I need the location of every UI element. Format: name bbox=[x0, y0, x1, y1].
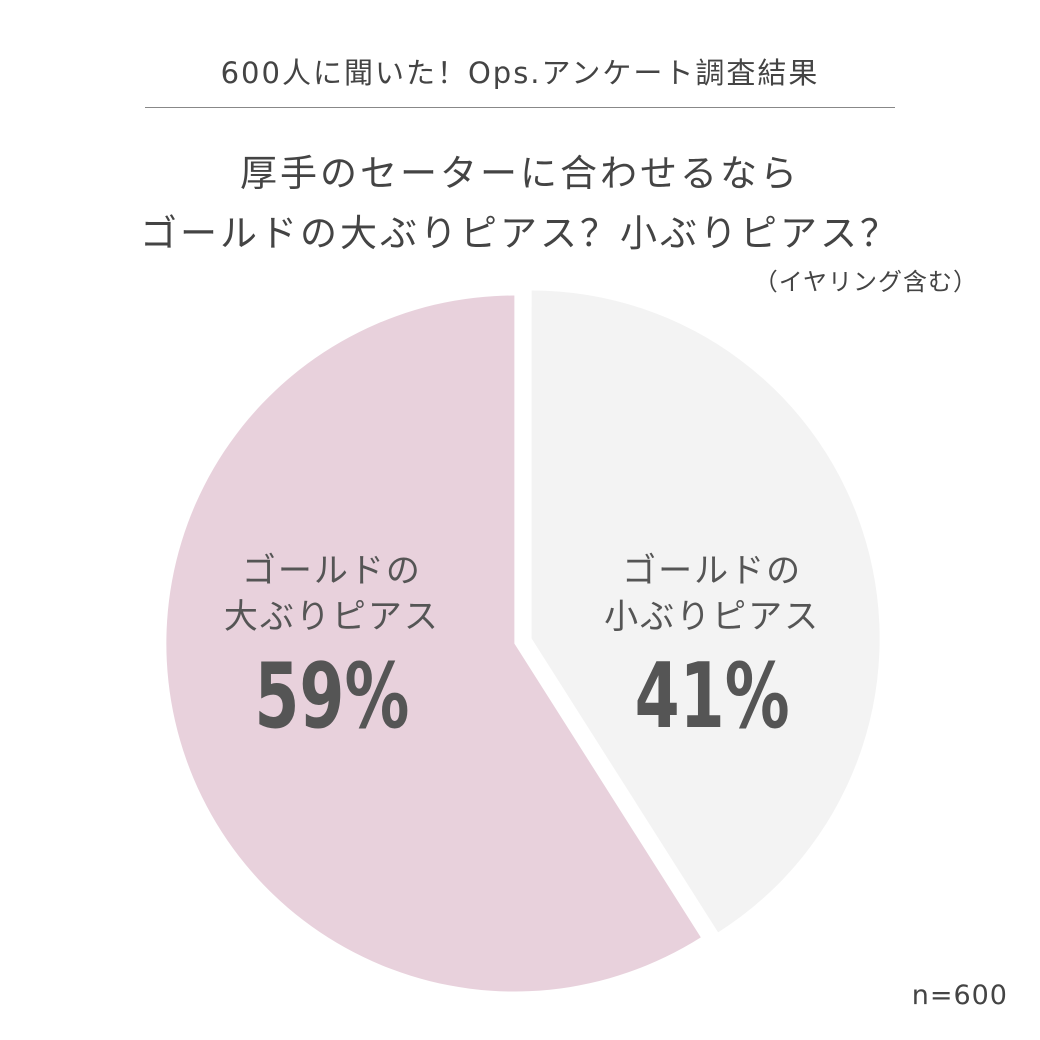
slice-label-line1-2: ゴールドの bbox=[242, 551, 422, 591]
question-line-2: ゴールドの大ぶりピアス？小ぶりピアス？ bbox=[140, 212, 900, 255]
pie-slice-1 bbox=[531, 290, 880, 933]
slice-value-1: 41% bbox=[635, 644, 790, 748]
title-divider bbox=[145, 107, 895, 108]
survey-title: 600人に聞いた！Ops.アンケート調査結果 bbox=[220, 56, 820, 90]
pie-slice-2 bbox=[166, 295, 701, 992]
question-line-1: 厚手のセーターに合わせるなら bbox=[240, 152, 800, 195]
sample-size: n=600 bbox=[911, 980, 1008, 1011]
pie-slices bbox=[166, 290, 880, 992]
slice-label-line2-2: 大ぶりピアス bbox=[224, 597, 440, 637]
slice-value-2: 59% bbox=[254, 644, 409, 748]
slice-label-line1-1: ゴールドの bbox=[622, 551, 802, 591]
question-note: （イヤリング含む） bbox=[753, 268, 978, 296]
slice-label-line2-1: 小ぶりピアス bbox=[604, 597, 820, 637]
